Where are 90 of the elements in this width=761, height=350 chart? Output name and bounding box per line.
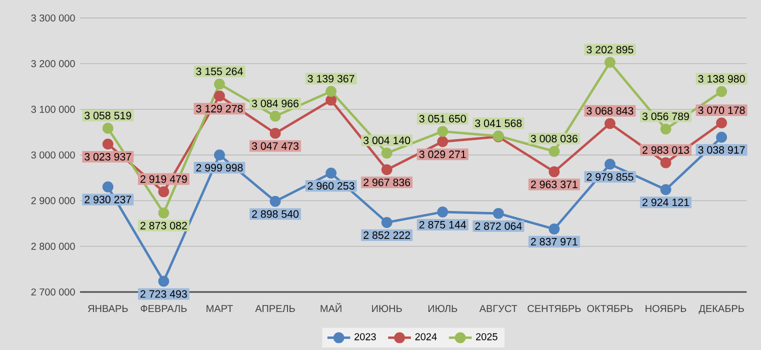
data-label: 3 084 966 xyxy=(252,100,298,108)
data-label: 2 967 836 xyxy=(364,178,410,186)
point xyxy=(716,86,728,97)
point xyxy=(214,150,225,160)
data-label: 3 068 843 xyxy=(586,107,634,115)
x-tick-label: СЕНТЯБРЬ xyxy=(528,304,581,312)
point xyxy=(158,207,170,218)
x-tick-label: МАРТ xyxy=(206,305,233,312)
legend-label: 2025 xyxy=(476,333,498,340)
point xyxy=(660,184,672,196)
point xyxy=(604,56,616,68)
point xyxy=(660,124,672,135)
data-label: 2 898 540 xyxy=(252,210,299,218)
point xyxy=(102,138,114,150)
point xyxy=(716,132,728,143)
data-label: 3 129 278 xyxy=(196,104,243,112)
data-label: 3 139 367 xyxy=(308,74,354,82)
point xyxy=(548,146,560,157)
data-label: 2 963 371 xyxy=(531,180,578,188)
data-label: 2 960 253 xyxy=(308,182,354,190)
data-label: 3 038 917 xyxy=(698,146,745,154)
data-label: 3 023 937 xyxy=(84,152,132,161)
data-label: 2 852 222 xyxy=(364,231,410,239)
x-tick-label: ДЕКАБРЬ xyxy=(698,305,744,314)
data-label: 2 930 237 xyxy=(84,196,132,204)
point xyxy=(548,224,560,234)
x-tick-label: ИЮЛЬ xyxy=(428,304,458,312)
x-tick-label: АПРЕЛЬ xyxy=(255,305,295,312)
data-label: 3 047 473 xyxy=(252,142,298,150)
x-tick-label: ЯНВАРЬ xyxy=(88,305,128,312)
point xyxy=(214,90,225,102)
data-label: 2 919 479 xyxy=(140,175,187,183)
point xyxy=(604,158,616,170)
data-label: 3 202 895 xyxy=(586,46,634,54)
point xyxy=(102,122,114,134)
point xyxy=(604,118,616,130)
data-label: 2 872 064 xyxy=(475,222,522,230)
y-tick-label: 3 200 000 xyxy=(31,60,75,68)
data-label: 3 004 140 xyxy=(364,136,410,144)
x-tick-label: ИЮНЬ xyxy=(372,304,402,312)
legend-label: 2024 xyxy=(415,333,437,340)
point xyxy=(548,166,560,178)
data-label: 3 058 519 xyxy=(84,112,132,120)
data-label: 3 008 036 xyxy=(530,134,578,142)
data-label: 3 029 271 xyxy=(419,150,466,158)
point xyxy=(326,94,337,106)
point xyxy=(270,196,281,207)
data-label: 3 041 568 xyxy=(475,120,522,128)
x-tick-label: МАЙ xyxy=(320,302,342,312)
point xyxy=(270,128,281,139)
point xyxy=(660,157,672,168)
data-label: 2 983 013 xyxy=(642,146,689,154)
y-tick-label: 3 000 000 xyxy=(31,151,75,159)
x-tick-label: АВГУСТ xyxy=(479,304,518,312)
point xyxy=(381,217,392,228)
data-label: 3 056 789 xyxy=(642,112,689,120)
point xyxy=(437,206,448,218)
y-tick-label: 2 900 000 xyxy=(31,197,75,204)
data-label: 2 875 144 xyxy=(419,220,466,228)
point xyxy=(437,126,448,137)
point xyxy=(437,136,448,148)
legend-label: 2023 xyxy=(354,333,376,340)
y-tick-label: 3 300 000 xyxy=(31,14,75,22)
point xyxy=(326,86,337,97)
data-label: 2 979 855 xyxy=(586,173,634,181)
data-label: 3 051 650 xyxy=(419,114,466,122)
point xyxy=(102,181,114,192)
point xyxy=(158,186,170,198)
data-label: 2 837 971 xyxy=(531,238,578,246)
point xyxy=(326,168,337,179)
data-label: 3 155 264 xyxy=(196,68,243,76)
point xyxy=(381,148,392,159)
x-tick-label: ФЕВРАЛЬ xyxy=(140,305,187,312)
point xyxy=(716,117,728,128)
y-tick-label: 2 800 000 xyxy=(31,242,75,250)
point xyxy=(214,78,225,90)
y-tick-label: 3 100 000 xyxy=(31,106,75,113)
x-tick-label: НОЯБРЬ xyxy=(646,304,686,312)
point xyxy=(270,110,281,122)
point xyxy=(492,208,504,219)
data-label: 3 070 178 xyxy=(698,106,745,114)
data-label: 2 999 998 xyxy=(196,164,243,172)
point xyxy=(158,276,170,287)
data-label: 2 873 082 xyxy=(140,222,187,230)
x-tick-label: ОКТЯБРЬ xyxy=(587,304,633,312)
data-label: 2 924 121 xyxy=(642,198,689,206)
data-label: 3 138 980 xyxy=(698,75,745,83)
point xyxy=(381,164,392,176)
y-tick-label: 2 700 000 xyxy=(31,288,75,296)
data-label: 2 723 493 xyxy=(140,290,187,298)
